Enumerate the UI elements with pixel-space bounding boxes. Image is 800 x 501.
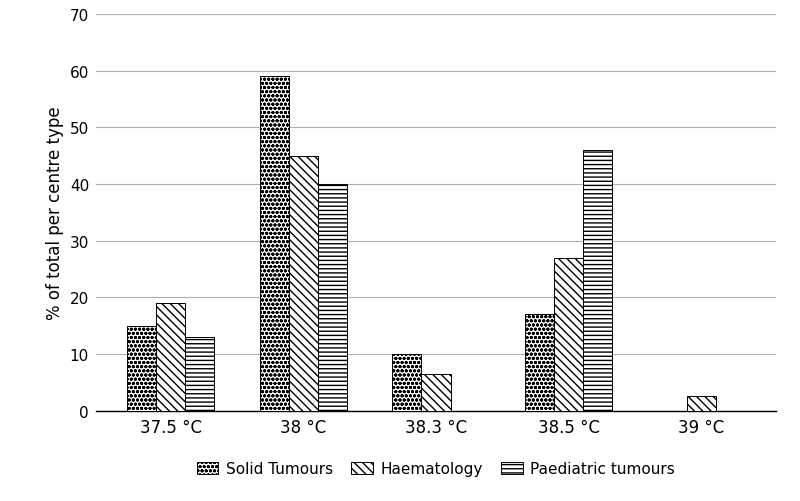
Bar: [583, 151, 613, 411]
Y-axis label: % of total per centre type: % of total per centre type: [46, 106, 64, 320]
Bar: [554, 258, 583, 411]
Bar: [156, 304, 186, 411]
Bar: [259, 77, 289, 411]
Bar: [127, 326, 156, 411]
Bar: [686, 397, 716, 411]
Bar: [392, 354, 422, 411]
Bar: [289, 156, 318, 411]
Bar: [318, 185, 347, 411]
Legend: Solid Tumours, Haematology, Paediatric tumours: Solid Tumours, Haematology, Paediatric t…: [191, 455, 681, 482]
Bar: [422, 374, 450, 411]
Bar: [525, 315, 554, 411]
Bar: [186, 337, 214, 411]
